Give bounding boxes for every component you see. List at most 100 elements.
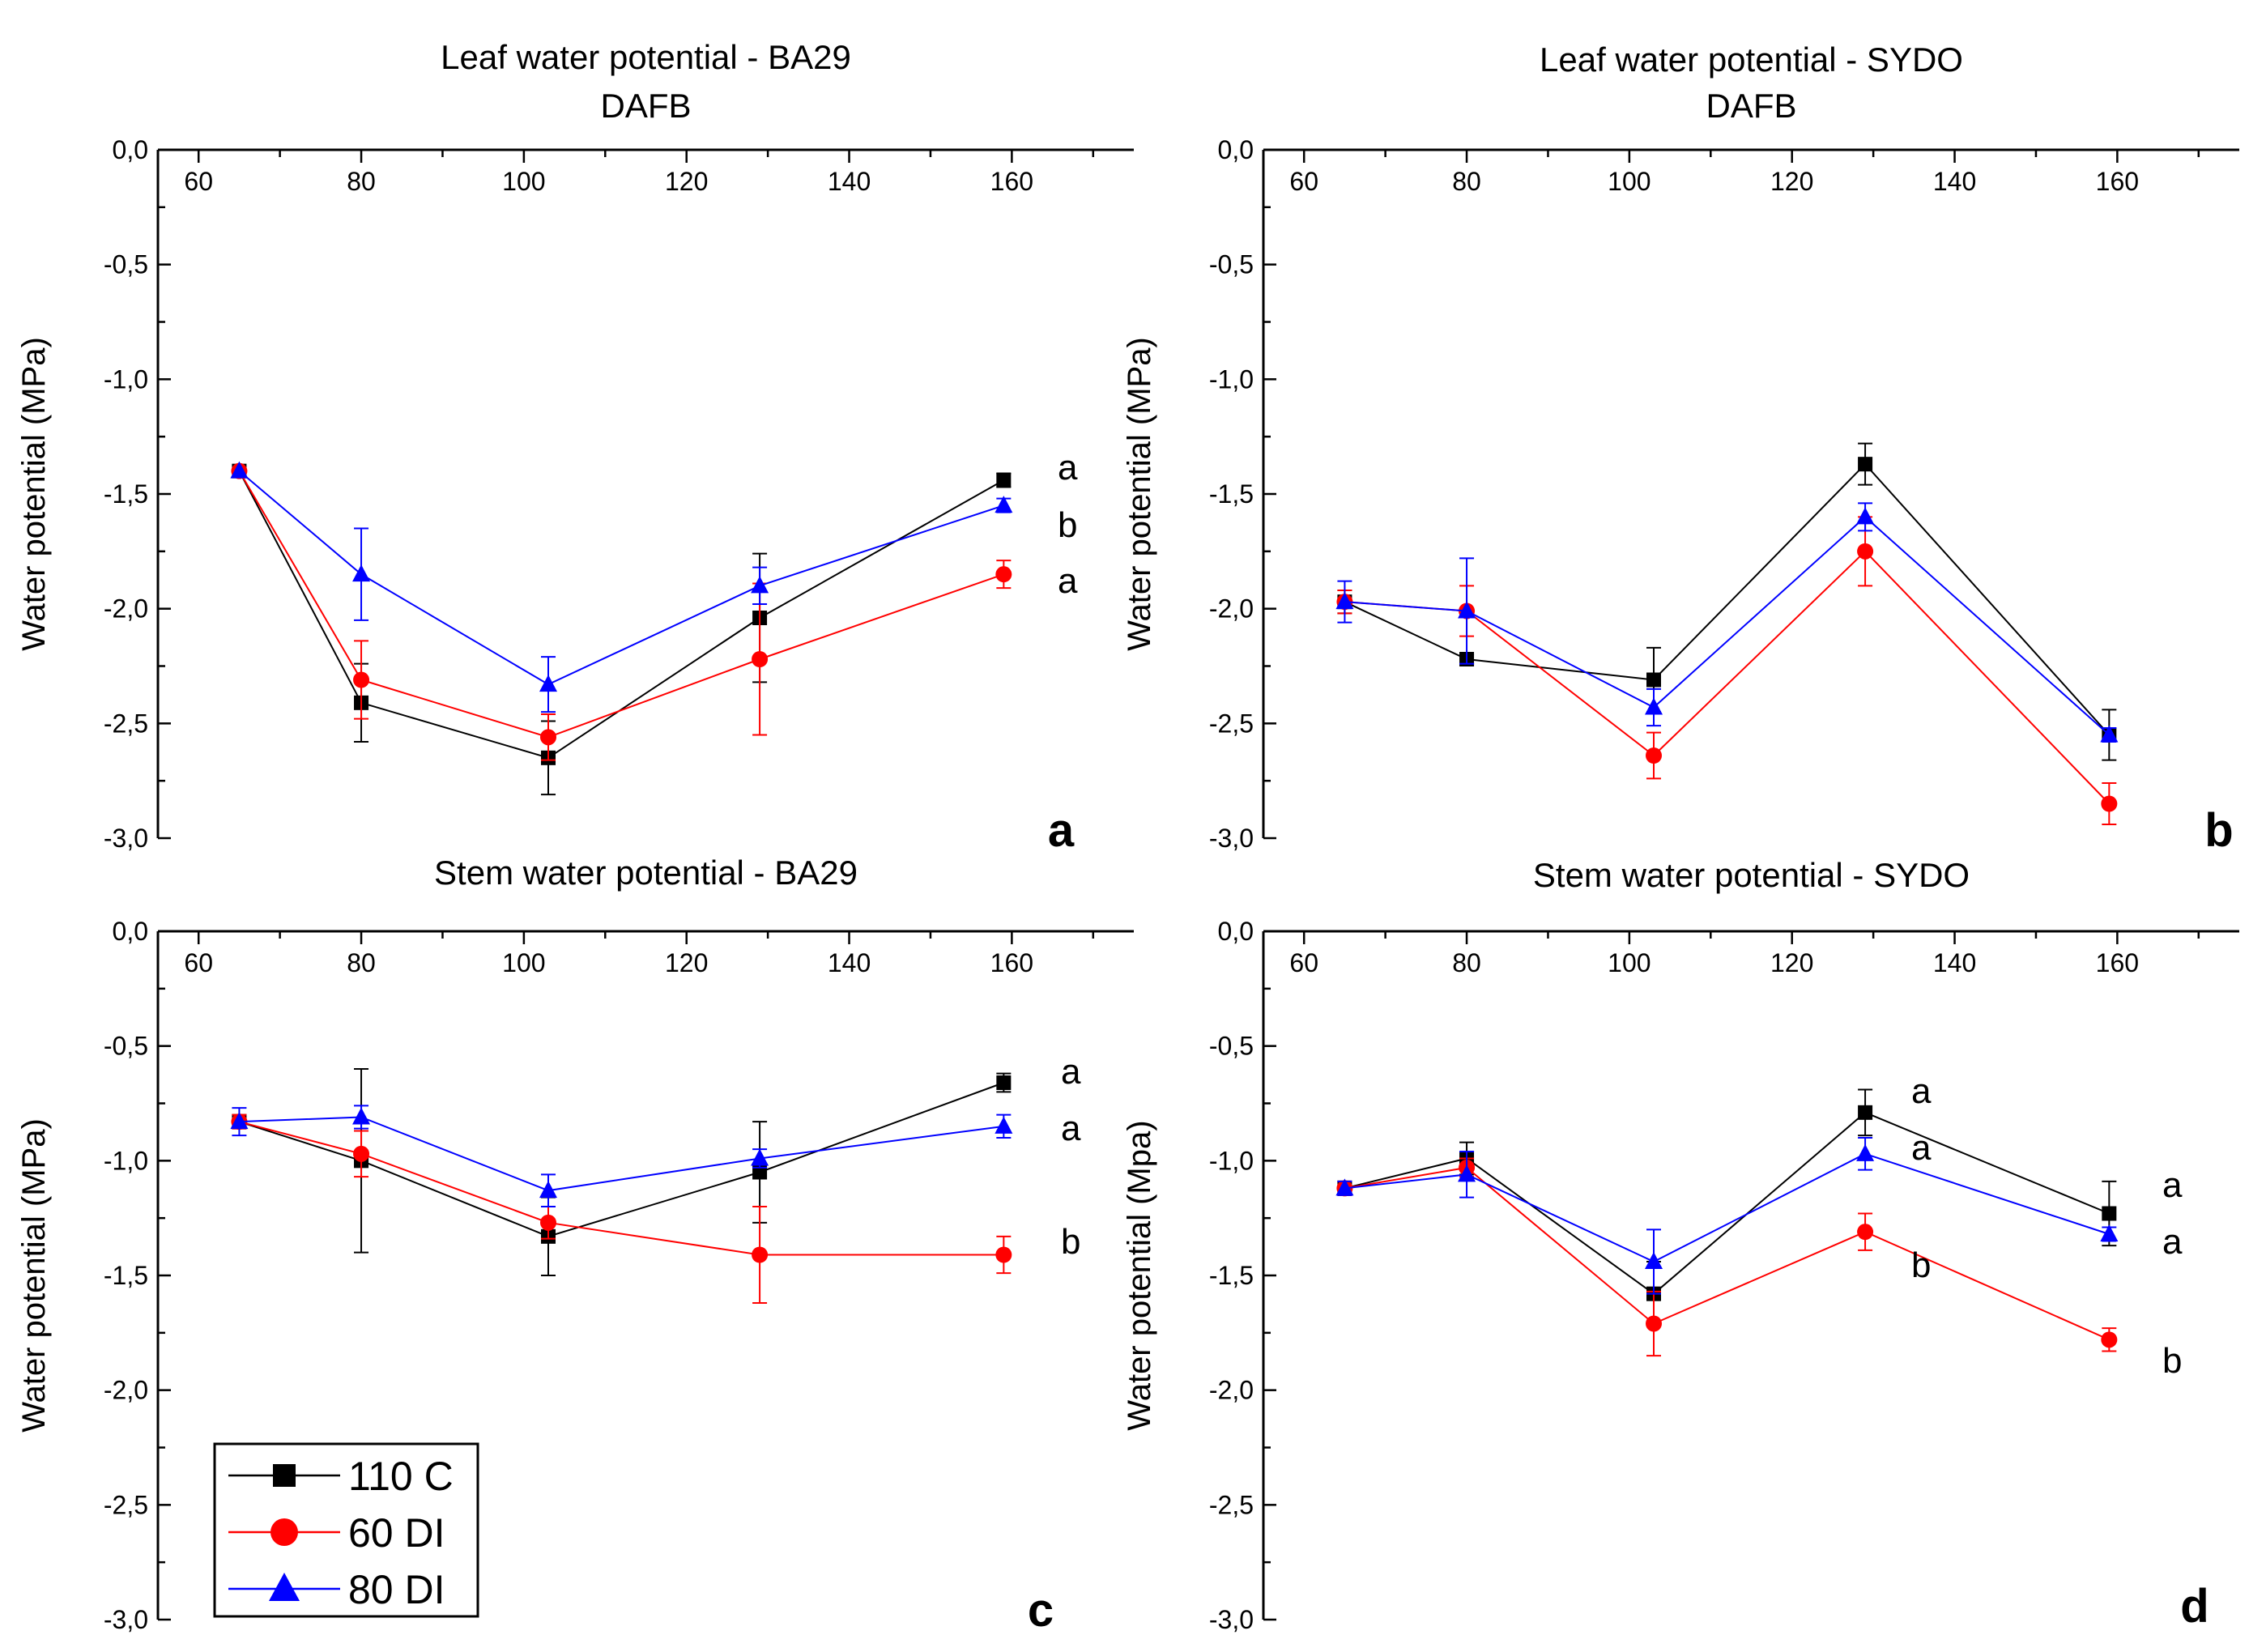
- data-point-triangle: [539, 675, 557, 692]
- x-tick-label: 160: [2096, 167, 2139, 196]
- data-point-circle: [540, 1214, 556, 1231]
- x-tick-label: 60: [184, 167, 213, 196]
- y-tick-label: -1,5: [104, 479, 148, 509]
- y-tick-label: 0,0: [1218, 917, 1254, 946]
- data-point-circle: [1857, 543, 1874, 560]
- x-tick-label: 80: [347, 167, 376, 196]
- x-tick-label: 100: [502, 948, 545, 977]
- x-tick-label: 120: [1770, 948, 1813, 977]
- series-line-60-di: [1344, 1166, 2110, 1341]
- panel-d: Stem water potential - SYDO 60 80 100 120 140…: [1122, 856, 2239, 1634]
- legend-label: 60 DI: [348, 1510, 445, 1556]
- significance-letter: b: [1061, 1222, 1080, 1262]
- y-tick-label: 0,0: [113, 135, 148, 164]
- series-line-110-c: [1344, 1111, 2110, 1295]
- data-point-triangle: [1458, 1164, 1476, 1182]
- significance-letter: a: [1061, 1109, 1081, 1148]
- y-tick-label: -2,0: [104, 1376, 148, 1405]
- series-60-di: [231, 462, 1012, 761]
- x-tick-label: 120: [665, 167, 708, 196]
- data-point-triangle: [1856, 507, 1875, 525]
- y-tick-label: -1,5: [1209, 1261, 1254, 1290]
- y-axis-label: Water potential (Mpa): [1122, 1120, 1157, 1430]
- data-point-triangle: [2100, 725, 2119, 743]
- data-point-square: [1646, 672, 1661, 688]
- series-80-di: [1335, 1137, 2119, 1295]
- series-line-60-di: [1344, 550, 2111, 805]
- panel-letter: c: [1028, 1584, 1054, 1637]
- data-point-circle: [2101, 1331, 2118, 1348]
- panel-letter: d: [2180, 1580, 2208, 1633]
- significance-letter: b: [2162, 1341, 2182, 1381]
- x-tick-label: 80: [1452, 948, 1481, 977]
- panel-letter: b: [2204, 804, 2233, 857]
- y-tick-label: -3,0: [1209, 824, 1254, 853]
- x-tick-label: 120: [665, 948, 708, 977]
- significance-letter: a: [1911, 1128, 1932, 1168]
- y-tick-label: -1,5: [1209, 479, 1254, 509]
- y-tick-label: -3,0: [104, 1605, 148, 1634]
- series-110-c: [232, 1068, 1012, 1276]
- data-point-circle: [995, 1246, 1012, 1263]
- data-point-circle: [752, 1246, 769, 1263]
- data-point-triangle: [352, 564, 371, 582]
- data-point-triangle: [230, 1112, 249, 1130]
- data-point-triangle: [751, 1148, 769, 1166]
- series-80-di: [230, 461, 1013, 713]
- series-60-di: [1336, 1157, 2118, 1357]
- data-point-circle: [540, 729, 556, 746]
- x-tick-label: 120: [1770, 167, 1813, 196]
- panel-a: Leaf water potential - BA29 DAFB 60 80 100 12…: [16, 38, 1134, 857]
- y-tick-label: -2,5: [1209, 1490, 1254, 1519]
- series-line-60-di: [238, 470, 1004, 739]
- significance-letter: b: [1058, 505, 1077, 545]
- series-110-c: [1337, 442, 2117, 761]
- y-tick-label: -2,0: [1209, 594, 1254, 624]
- y-tick-label: -2,5: [1209, 709, 1254, 738]
- data-point-circle: [1646, 747, 1662, 764]
- x-tick-label: 80: [1452, 167, 1481, 196]
- data-point-circle: [353, 1145, 370, 1162]
- data-point-circle: [995, 566, 1012, 583]
- x-tick-label: 60: [184, 948, 213, 977]
- data-point-circle: [353, 671, 370, 688]
- y-tick-label: 0,0: [113, 917, 148, 946]
- series-80-di: [1335, 502, 2119, 743]
- data-point-square: [996, 1075, 1012, 1090]
- panel-letter: a: [1048, 804, 1075, 857]
- y-tick-label: -3,0: [1209, 1605, 1254, 1634]
- y-axis-label: Water potential (MPa): [1122, 337, 1157, 651]
- x-tick-label: 160: [990, 948, 1033, 977]
- data-point-circle: [752, 651, 769, 667]
- legend: 110 C 60 DI 80 DI: [213, 1442, 479, 1618]
- significance-letter: a: [1058, 561, 1078, 601]
- chart-subtitle: DAFB: [1706, 87, 1796, 125]
- data-point-circle: [2101, 795, 2118, 812]
- x-tick-label: 140: [828, 167, 871, 196]
- series-80-di: [230, 1105, 1013, 1207]
- data-point-triangle: [1335, 592, 1354, 610]
- x-tick-label: 100: [1608, 948, 1651, 977]
- legend-marker-triangle: [269, 1573, 300, 1601]
- panel-c: Stem water potential - BA29 60 80 100 120 140…: [16, 854, 1134, 1637]
- data-point-triangle: [230, 461, 249, 479]
- x-tick-label: 60: [1289, 948, 1318, 977]
- data-point-triangle: [995, 1116, 1013, 1134]
- chart-title: Stem water potential - SYDO: [1533, 856, 1970, 894]
- y-tick-label: -1,0: [104, 364, 148, 394]
- legend-label: 110 C: [348, 1454, 454, 1499]
- y-tick-label: -2,0: [1209, 1376, 1254, 1405]
- x-tick-label: 140: [1933, 167, 1976, 196]
- panel-b: Leaf water potential - SYDO DAFB 60 80 100 12…: [1122, 40, 2239, 857]
- y-tick-label: -1,0: [104, 1146, 148, 1175]
- x-tick-label: 60: [1289, 167, 1318, 196]
- chart-subtitle: DAFB: [600, 87, 691, 125]
- chart-title: Stem water potential - BA29: [434, 854, 858, 892]
- series-line-110-c: [1344, 462, 2111, 736]
- y-tick-label: -2,5: [104, 1490, 148, 1519]
- chart-title: Leaf water potential - SYDO: [1540, 40, 1963, 79]
- y-tick-label: -1,0: [1209, 364, 1254, 394]
- y-tick-label: -0,5: [104, 250, 148, 279]
- data-point-circle: [1857, 1224, 1874, 1241]
